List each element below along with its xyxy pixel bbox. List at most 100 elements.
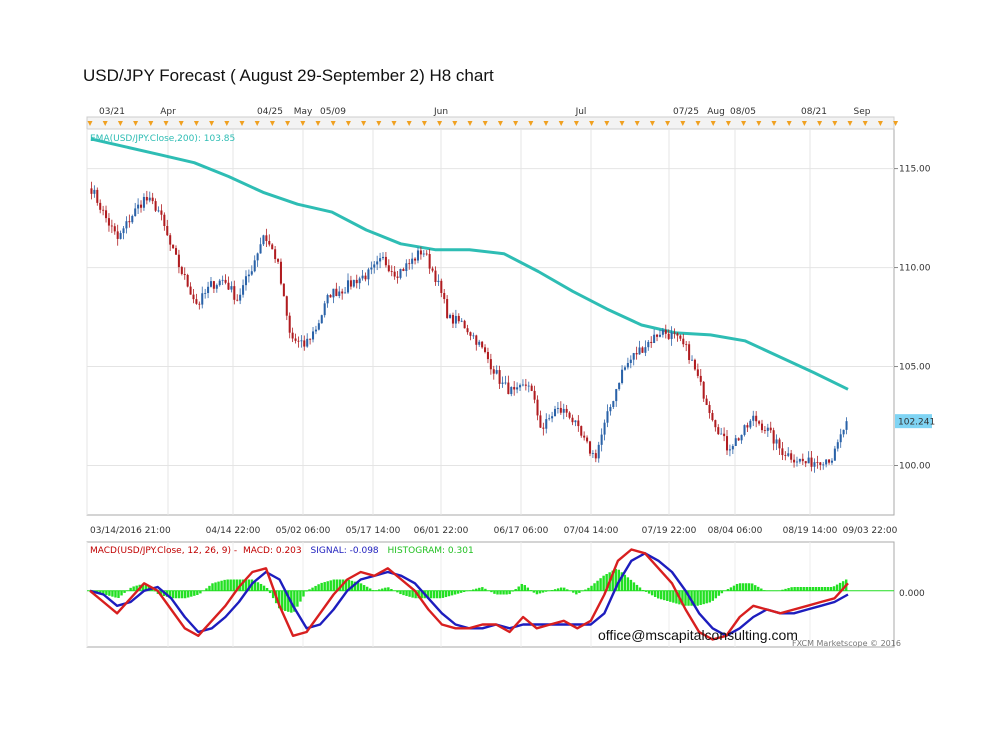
candle-body: [218, 280, 221, 286]
histogram-bar: [426, 590, 429, 599]
histogram-bar: [620, 572, 624, 591]
top-date-strip: [86, 116, 895, 130]
candle-body: [279, 261, 282, 284]
session-marker: [543, 121, 549, 126]
candle-body: [134, 208, 137, 217]
x-tick-label: 04/14 22:00: [206, 526, 261, 536]
histogram-bar: [262, 585, 266, 591]
histogram-bar: [335, 579, 339, 591]
x-tick-label: 07/19 22:00: [642, 526, 697, 536]
candle-body: [122, 228, 125, 234]
candle-body: [379, 258, 382, 262]
candle-body: [495, 370, 498, 374]
candle-body: [842, 429, 845, 435]
session-marker: [391, 121, 397, 126]
histogram-bar: [738, 583, 742, 591]
candle-body: [489, 359, 492, 370]
candle-body: [151, 197, 154, 202]
session-marker: [573, 121, 579, 126]
histogram-bar: [729, 587, 733, 591]
candle-body: [766, 427, 769, 431]
histogram-bar: [268, 590, 272, 594]
candle-body: [664, 329, 667, 334]
histogram-bar: [754, 585, 757, 591]
histogram-bar: [265, 587, 269, 591]
histogram-bar: [669, 590, 672, 602]
candle-body: [259, 244, 262, 254]
top-date-label: 04/25: [257, 107, 283, 117]
histogram-bar: [168, 590, 172, 598]
candle-body: [682, 338, 685, 345]
candle-body: [332, 288, 335, 298]
candle-body: [102, 209, 105, 211]
histogram-bar: [826, 587, 830, 591]
histogram-bar: [396, 590, 399, 593]
candle-body: [291, 332, 294, 339]
session-marker: [102, 121, 108, 126]
candle-body: [107, 218, 110, 226]
histogram-bar: [108, 590, 111, 596]
histogram-bar: [744, 583, 748, 591]
candle-body: [469, 332, 472, 336]
histogram-bar: [444, 590, 448, 598]
histogram-bar: [614, 568, 617, 591]
candle-body: [195, 299, 198, 304]
histogram-bar: [226, 579, 229, 591]
candle-body: [250, 271, 253, 275]
macd-legend: MACD(USD/JPY.Close, 12, 26, 9) - MACD: 0…: [90, 546, 474, 556]
candle-body: [518, 385, 522, 388]
candle-body: [105, 210, 108, 219]
current-price-label: 102.241: [898, 418, 935, 428]
candle-body: [510, 387, 513, 395]
histogram-bar: [359, 583, 363, 591]
candle-body: [221, 279, 224, 281]
histogram-bar: [632, 582, 636, 591]
candle-body: [396, 276, 399, 278]
histogram-bar: [247, 579, 251, 591]
candle-body: [836, 442, 839, 449]
candle-body: [224, 279, 227, 283]
candle-body: [419, 250, 422, 255]
candle-body: [247, 274, 250, 277]
histogram-legend-value: HISTOGRAM: 0.301: [388, 546, 474, 556]
candle-body: [501, 382, 504, 384]
histogram-bar: [159, 590, 163, 596]
candle-body: [746, 425, 749, 428]
candle-body: [830, 460, 833, 463]
histogram-bar: [696, 590, 699, 606]
candle-body: [804, 461, 807, 464]
candle-body: [460, 320, 463, 322]
candle-body: [312, 331, 315, 340]
histogram-bar: [760, 588, 763, 591]
histogram-bar: [478, 587, 481, 591]
candle-body: [717, 427, 720, 435]
histogram-bar: [229, 579, 232, 591]
candle-body: [174, 248, 178, 255]
candle-body: [760, 423, 764, 431]
x-tick-label: 06/17 06:00: [494, 526, 549, 536]
candle-body: [323, 303, 326, 316]
candle-body: [402, 268, 405, 272]
candle-body: [449, 314, 452, 318]
histogram-bar: [287, 590, 290, 612]
candle-body: [481, 341, 484, 348]
histogram-bar: [566, 589, 569, 591]
histogram-bar: [575, 590, 578, 595]
session-marker: [406, 121, 412, 126]
session-marker: [178, 121, 184, 126]
candle-body: [580, 426, 583, 436]
candle-body: [801, 458, 804, 462]
candle-body: [658, 334, 661, 337]
histogram-bar: [320, 582, 323, 591]
candle-body: [562, 408, 565, 413]
candle-body: [626, 363, 629, 368]
candle-body: [819, 462, 822, 465]
session-marker: [589, 121, 595, 126]
candle-body: [177, 254, 180, 268]
candle-body: [437, 280, 440, 283]
histogram-bar: [387, 587, 390, 591]
candle-body: [618, 383, 621, 390]
session-marker: [345, 121, 351, 126]
histogram-bar: [371, 590, 375, 591]
candle-body: [696, 369, 699, 376]
